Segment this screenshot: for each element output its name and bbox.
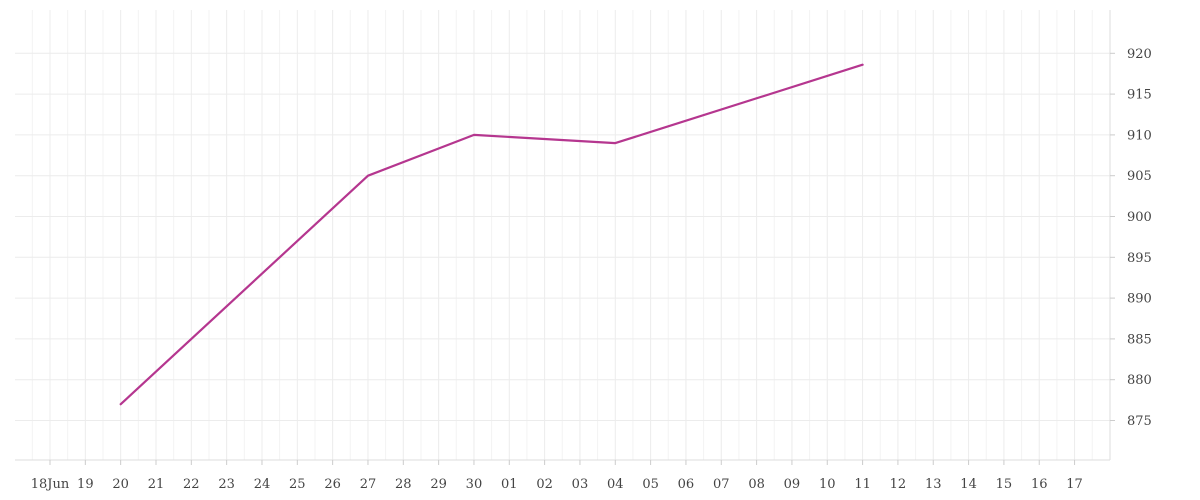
x-tick-label: 08 bbox=[748, 477, 765, 492]
x-tick-label: 28 bbox=[395, 477, 412, 492]
x-tick-label: 21 bbox=[148, 477, 165, 492]
y-tick-label: 920 bbox=[1127, 47, 1152, 62]
x-tick-label: 01 bbox=[501, 477, 518, 492]
x-tick-label: 12 bbox=[890, 477, 907, 492]
x-tick-label: 02 bbox=[536, 477, 553, 492]
x-tick-label: 18Jun bbox=[31, 477, 70, 492]
axis-layer: 18Jun 19 20 21 22 23 24 25 26 27 28 29 30 01 02 03 04 05 0… bbox=[15, 10, 1152, 492]
x-tick-label: 16 bbox=[1031, 477, 1048, 492]
x-tick-label: 15 bbox=[996, 477, 1013, 492]
x-tick-label: 20 bbox=[112, 477, 129, 492]
x-tick-label: 06 bbox=[678, 477, 695, 492]
y-tick-label: 910 bbox=[1127, 128, 1152, 143]
series-layer bbox=[119, 63, 864, 406]
x-tick-label: 11 bbox=[854, 477, 871, 492]
x-tick-label: 27 bbox=[360, 477, 377, 492]
x-tick-label: 24 bbox=[254, 477, 271, 492]
x-tick-label: 25 bbox=[289, 477, 306, 492]
x-tick-label: 04 bbox=[607, 477, 624, 492]
x-tick-label: 17 bbox=[1066, 477, 1083, 492]
series-line bbox=[119, 63, 864, 406]
x-tick-label: 07 bbox=[713, 477, 730, 492]
y-tick-label: 915 bbox=[1127, 88, 1152, 103]
x-tick-label: 03 bbox=[572, 477, 589, 492]
y-tick-label: 875 bbox=[1127, 414, 1152, 429]
x-tick-label: 29 bbox=[430, 477, 447, 492]
x-tick-label: 22 bbox=[183, 477, 200, 492]
x-tick-label: 14 bbox=[960, 477, 977, 492]
y-tick-label: 880 bbox=[1127, 373, 1152, 388]
x-tick-label: 05 bbox=[642, 477, 659, 492]
x-tick-label: 19 bbox=[77, 477, 94, 492]
y-tick-label: 890 bbox=[1127, 292, 1152, 307]
x-tick-label: 13 bbox=[925, 477, 942, 492]
y-tick-label: 900 bbox=[1127, 210, 1152, 225]
x-tick-label: 09 bbox=[784, 477, 801, 492]
x-tick-label: 26 bbox=[324, 477, 341, 492]
x-tick-label: 23 bbox=[218, 477, 235, 492]
x-tick-label: 10 bbox=[819, 477, 836, 492]
x-tick-label: 30 bbox=[466, 477, 483, 492]
y-tick-label: 905 bbox=[1127, 169, 1152, 184]
y-tick-label: 895 bbox=[1127, 251, 1152, 266]
y-tick-label: 885 bbox=[1127, 332, 1152, 347]
grid-layer bbox=[15, 10, 1110, 460]
